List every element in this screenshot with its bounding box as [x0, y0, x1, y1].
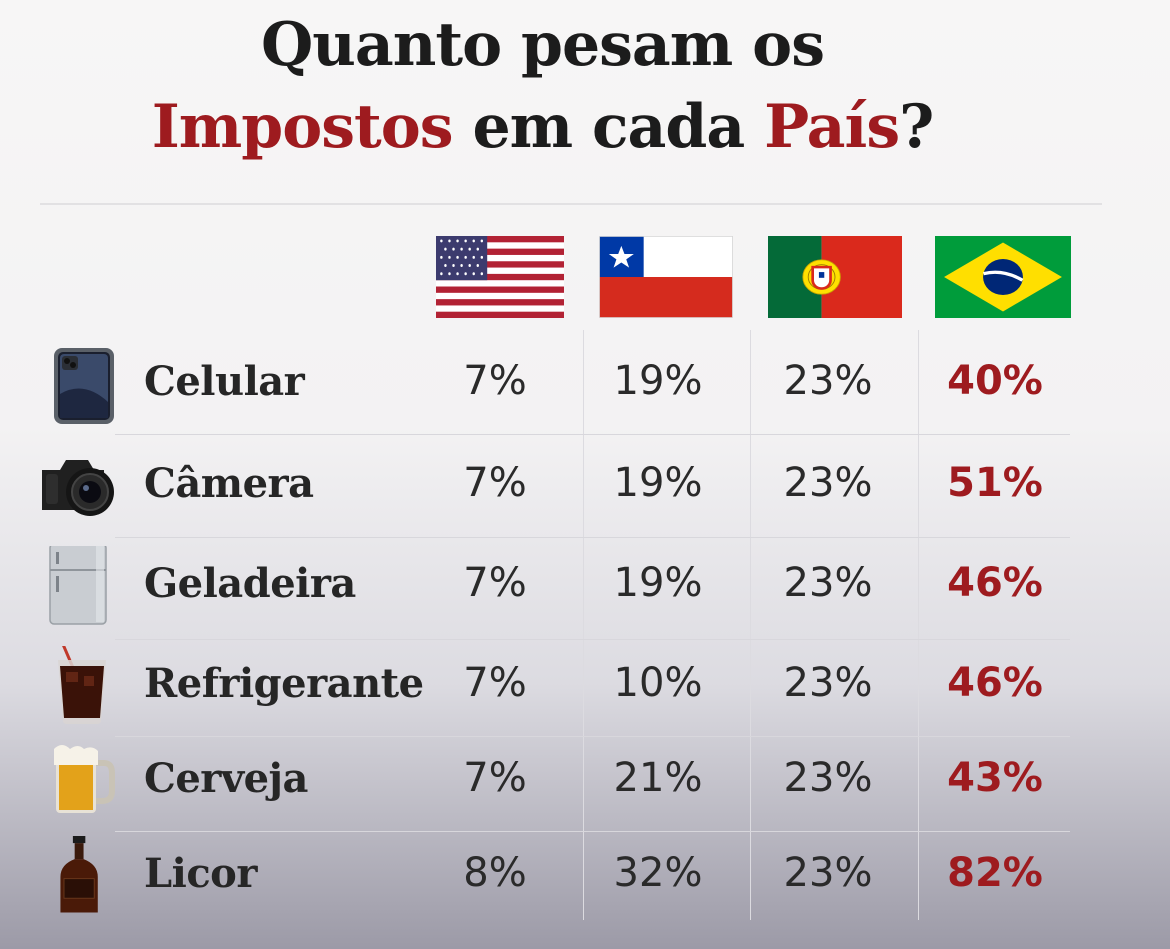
row-label: Cerveja: [144, 755, 308, 802]
row-label: Celular: [144, 358, 305, 405]
cell-chile: 19%: [613, 460, 703, 506]
chile-flag: [599, 236, 733, 318]
row-divider: [115, 537, 1070, 538]
row-divider: [115, 639, 1070, 640]
cell-portugal: 23%: [783, 460, 873, 506]
row-divider: [115, 831, 1070, 832]
row-label: Licor: [144, 850, 257, 897]
title-highlight-pais: País: [764, 92, 900, 162]
cell-usa: 7%: [463, 560, 527, 606]
cell-portugal: 23%: [783, 660, 873, 706]
cell-usa: 7%: [463, 358, 527, 404]
title-end: ?: [899, 92, 934, 162]
row-label: Geladeira: [144, 560, 356, 607]
column-divider: [918, 330, 919, 920]
cell-usa: 7%: [463, 660, 527, 706]
cell-usa: 7%: [463, 460, 527, 506]
table-row: Refrigerante 7% 10% 23% 46%: [0, 646, 1170, 726]
table-row: Câmera 7% 19% 23% 51%: [0, 446, 1170, 526]
beer-mug-icon: [40, 741, 120, 821]
title-line-1: Quanto pesam os: [261, 10, 825, 80]
cell-chile: 19%: [613, 358, 703, 404]
table-row: Celular 7% 19% 23% 40%: [0, 344, 1170, 424]
row-divider: [115, 434, 1070, 435]
cell-chile: 32%: [613, 850, 703, 896]
cell-chile: 21%: [613, 755, 703, 801]
cell-brazil: 46%: [947, 560, 1043, 606]
brazil-flag: [935, 236, 1071, 318]
cell-usa: 8%: [463, 850, 527, 896]
title-line-2: Impostos em cada País?: [0, 92, 1085, 162]
usa-flag: [436, 236, 564, 318]
title-middle: em cada: [452, 92, 765, 162]
row-label: Refrigerante: [144, 660, 424, 707]
portugal-flag: [768, 236, 902, 318]
table-row: Geladeira 7% 19% 23% 46%: [0, 546, 1170, 626]
cell-brazil: 43%: [947, 755, 1043, 801]
table-row: Licor 8% 32% 23% 82%: [0, 836, 1170, 916]
title-divider: [40, 203, 1102, 205]
cell-chile: 10%: [613, 660, 703, 706]
cell-brazil: 46%: [947, 660, 1043, 706]
cell-brazil: 82%: [947, 850, 1043, 896]
fridge-icon: [40, 546, 120, 626]
cell-portugal: 23%: [783, 358, 873, 404]
soda-glass-icon: [40, 646, 120, 726]
column-divider: [750, 330, 751, 920]
cell-brazil: 40%: [947, 358, 1043, 404]
cell-usa: 7%: [463, 755, 527, 801]
row-divider: [115, 736, 1070, 737]
row-label: Câmera: [144, 460, 314, 507]
title-highlight-impostos: Impostos: [151, 92, 454, 162]
column-divider: [583, 330, 584, 920]
smartphone-icon: [40, 344, 120, 424]
cell-portugal: 23%: [783, 850, 873, 896]
cell-brazil: 51%: [947, 460, 1043, 506]
cell-portugal: 23%: [783, 560, 873, 606]
cell-chile: 19%: [613, 560, 703, 606]
camera-icon: [40, 446, 120, 526]
liquor-bottle-icon: [40, 836, 120, 916]
cell-portugal: 23%: [783, 755, 873, 801]
table-row: Cerveja 7% 21% 23% 43%: [0, 741, 1170, 821]
